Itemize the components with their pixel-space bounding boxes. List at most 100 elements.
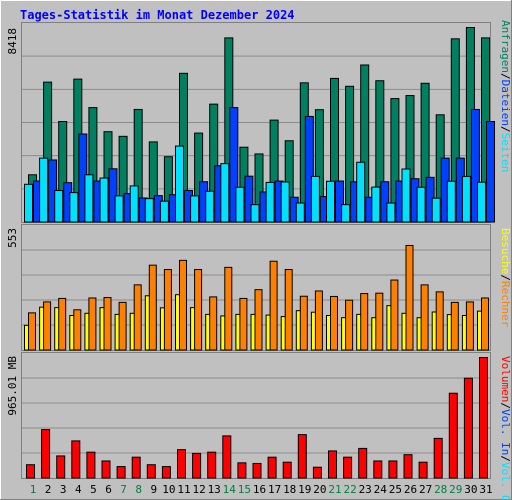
day-label-28: 28: [434, 483, 447, 496]
requests-bar-seiten-day-6: [99, 177, 109, 223]
volume-bar-volumen-day-13: [207, 451, 217, 479]
volume-bar-volumen-day-15: [237, 462, 247, 479]
visits-bar-rechner-day-30: [465, 301, 474, 351]
volume-bar-volumen-day-10: [161, 466, 171, 479]
visits-bar-rechner-day-16: [254, 289, 263, 351]
visits-bar-rechner-day-27: [420, 284, 429, 351]
panel-volume: 965.01 MB Volumen/Vol. In/Vol. Out: [6, 356, 512, 500]
day-label-30: 30: [464, 483, 477, 496]
visits-bar-rechner-day-7: [118, 301, 127, 351]
day-label-24: 24: [374, 483, 388, 496]
volume-bar-volumen-day-19: [297, 434, 307, 479]
requests-bar-seiten-day-24: [371, 186, 381, 223]
requests-legend-item-2: Dateien: [499, 80, 512, 126]
requests-bar-seiten-day-13: [205, 190, 215, 223]
day-label-26: 26: [404, 483, 417, 496]
visits-bar-rechner-day-15: [239, 297, 248, 351]
visits-bar-rechner-day-8: [133, 284, 142, 351]
volume-bar-volumen-day-4: [71, 440, 81, 479]
visits-legend-item-0: Besuche: [499, 228, 512, 274]
volume-bar-volumen-day-9: [146, 464, 156, 479]
requests-bar-seiten-day-19: [295, 202, 305, 223]
volume-bar-volumen-day-24: [373, 460, 383, 479]
day-label-14: 14: [223, 483, 237, 496]
visits-bar-rechner-day-31: [481, 297, 489, 351]
volume-bar-volumen-day-27: [418, 461, 428, 479]
volume-bar-volumen-day-12: [192, 452, 202, 479]
volume-legend-item-4: Vol. Out: [499, 462, 512, 500]
visits-bar-rechner-day-4: [73, 309, 82, 351]
requests-bar-seiten-day-16: [250, 204, 260, 223]
volume-bar-volumen-day-8: [131, 456, 141, 479]
volume-bar-volumen-day-21: [328, 450, 337, 479]
day-label-23: 23: [359, 483, 372, 496]
day-label-12: 12: [192, 483, 205, 496]
volume-bar-volumen-day-28: [433, 437, 443, 479]
visits-bar-rechner-day-9: [148, 264, 157, 351]
requests-bar-seiten-day-4: [69, 192, 79, 223]
volume-bar-volumen-day-29: [448, 392, 458, 479]
day-label-4: 4: [75, 483, 82, 496]
visits-bar-rechner-day-3: [58, 297, 67, 351]
requests-bar-seiten-day-22: [341, 204, 351, 223]
day-label-10: 10: [162, 483, 175, 496]
day-labels: 1 2 3 4 5 6 7 8 9 10 11 12 13 14 15 16 17 18 19 20 21 22 23 24 2…: [30, 483, 493, 496]
requests-bar-dateien-day-21: [335, 180, 344, 223]
volume-bar-volumen-day-6: [101, 460, 111, 479]
day-label-22: 22: [343, 483, 356, 496]
visits-bar-rechner-day-1: [28, 312, 36, 351]
visits-legend-item-1: /: [499, 274, 512, 281]
day-label-8: 8: [135, 483, 142, 496]
requests-legend-item-3: /: [499, 126, 512, 133]
visits-bar-rechner-day-13: [209, 296, 218, 351]
day-label-29: 29: [449, 483, 462, 496]
visits-bar-rechner-day-5: [88, 297, 97, 351]
requests-bar-dateien-day-14: [229, 107, 239, 223]
visits-bar-rechner-day-6: [103, 297, 112, 351]
visits-bar-rechner-day-24: [375, 292, 384, 351]
requests-axis-max-label: 8418: [6, 28, 19, 55]
requests-bar-dateien-day-24: [380, 181, 390, 223]
requests-bar-dateien-day-19: [304, 115, 314, 223]
requests-bar-seiten-day-31: [477, 181, 486, 223]
day-label-15: 15: [238, 483, 251, 496]
visits-legend: Besuche/Rechner: [499, 228, 512, 328]
requests-bar-seiten-day-28: [431, 197, 441, 223]
visits-bar-rechner-day-14: [224, 266, 233, 351]
day-label-5: 5: [90, 483, 97, 496]
requests-bar-seiten-day-10: [159, 200, 169, 223]
day-label-6: 6: [105, 483, 112, 496]
requests-bar-seiten-day-30: [461, 175, 471, 223]
visits-bar-rechner-day-26: [405, 244, 414, 351]
volume-bar-volumen-day-3: [56, 455, 66, 479]
volume-bar-volumen-day-11: [177, 449, 186, 479]
day-label-16: 16: [253, 483, 266, 496]
visits-bar-rechner-day-25: [390, 279, 399, 351]
visits-legend-item-2: Rechner: [499, 281, 512, 328]
volume-axis-max-label: 965.01 MB: [6, 356, 19, 416]
day-label-31: 31: [479, 483, 492, 496]
day-label-9: 9: [150, 483, 157, 496]
volume-bar-volumen-day-25: [388, 460, 398, 479]
day-label-1: 1: [30, 483, 37, 496]
day-label-2: 2: [45, 483, 52, 496]
requests-bar-seiten-day-14: [220, 163, 230, 223]
requests-bar-seiten-day-3: [54, 190, 64, 223]
day-label-25: 25: [389, 483, 402, 496]
requests-bar-seiten-day-29: [446, 180, 456, 223]
requests-bar-seiten-day-12: [190, 195, 200, 223]
volume-legend-item-1: /: [499, 402, 512, 409]
volume-bar-volumen-day-31: [479, 357, 488, 479]
day-label-20: 20: [313, 483, 326, 496]
requests-bar-seiten-day-27: [416, 186, 426, 223]
requests-bar-seiten-day-21: [326, 180, 335, 223]
panel-visits: 553 Besuche/Rechner: [6, 228, 512, 351]
volume-bar-volumen-day-18: [282, 461, 292, 479]
day-label-18: 18: [283, 483, 296, 496]
visits-bar-rechner-day-19: [299, 295, 308, 351]
requests-legend-item-0: Anfragen: [499, 20, 512, 73]
requests-bar-seiten-day-15: [235, 186, 245, 223]
volume-bar-volumen-day-26: [403, 454, 413, 479]
volume-bar-volumen-day-16: [252, 462, 262, 479]
